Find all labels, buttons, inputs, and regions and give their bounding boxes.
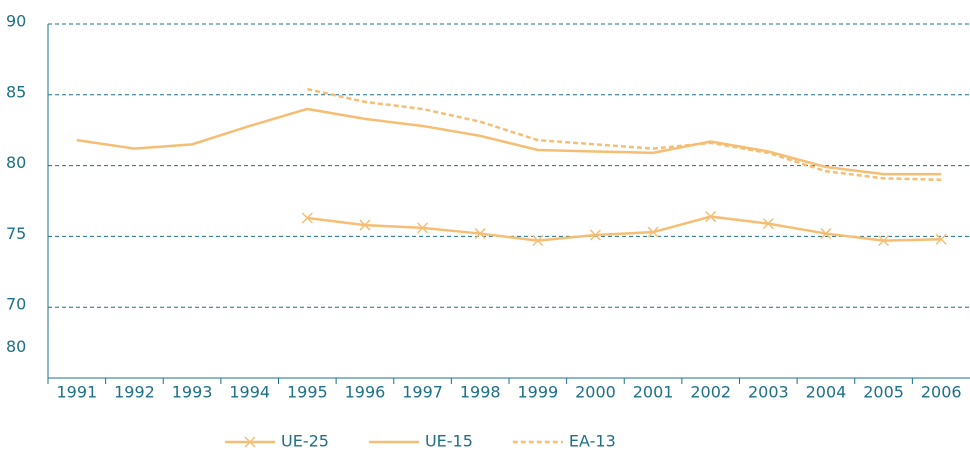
y-tick-label: 90 [6, 12, 26, 31]
legend-label: EA-13 [569, 432, 616, 451]
series-line [307, 87, 942, 182]
x-tick-label: 2004 [806, 383, 847, 402]
series-line [307, 215, 942, 242]
x-tick-label: 1993 [172, 383, 213, 402]
legend-marker [244, 436, 256, 448]
x-tick-label: 1996 [345, 383, 386, 402]
point-marker [417, 222, 429, 234]
y-tick-label: 80 [6, 337, 26, 356]
y-tick-label: 85 [6, 82, 26, 101]
point-marker [762, 218, 774, 230]
x-tick-label: 1992 [114, 383, 155, 402]
x-tick-label: 2000 [575, 383, 616, 402]
point-marker [878, 235, 890, 247]
y-tick-label: 70 [6, 295, 26, 314]
x-tick-label: 2001 [633, 383, 674, 402]
y-tick-label: 75 [6, 224, 26, 243]
point-marker [935, 233, 947, 245]
x-tick-label: 1997 [402, 383, 443, 402]
x-tick-label: 2002 [690, 383, 731, 402]
point-marker [532, 235, 544, 247]
x-tick-label: 1998 [460, 383, 501, 402]
point-marker [301, 212, 313, 224]
x-tick-label: 2003 [748, 383, 789, 402]
series-line [76, 107, 942, 176]
legend-label: UE-15 [425, 432, 473, 451]
x-tick-label: 1995 [287, 383, 328, 402]
x-tick-label: 2006 [921, 383, 962, 402]
x-tick-label: 1991 [56, 383, 97, 402]
x-tick-label: 2005 [863, 383, 904, 402]
y-tick-label: 80 [6, 153, 26, 172]
point-marker [474, 228, 486, 240]
point-marker [820, 228, 832, 240]
point-marker [647, 226, 659, 238]
point-marker [589, 229, 601, 241]
point-marker [359, 219, 371, 231]
point-marker [705, 211, 717, 223]
x-tick-label: 1999 [517, 383, 558, 402]
x-tick-label: 1994 [229, 383, 270, 402]
legend-label: UE-25 [281, 432, 329, 451]
